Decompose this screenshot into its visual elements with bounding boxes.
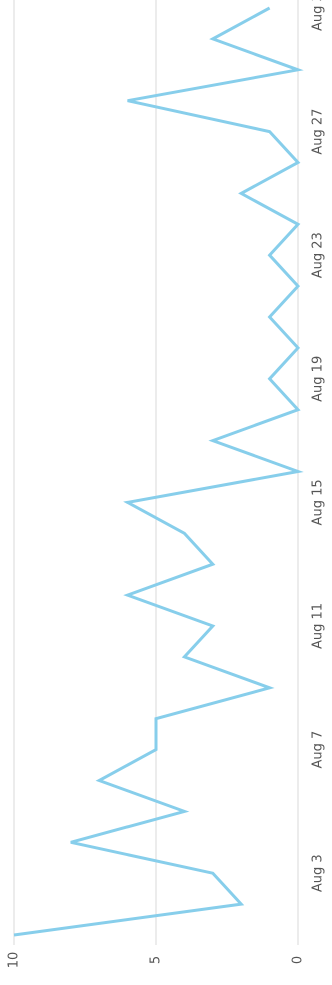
- x-tick-label: Aug 11: [311, 603, 326, 649]
- x-tick-label: Aug 27: [311, 109, 326, 155]
- x-tick-label: Aug 15: [311, 479, 326, 525]
- x-tick-label: Aug 31: [311, 0, 326, 31]
- line: [13, 6, 304, 937]
- y-tick-label: 0: [291, 956, 306, 964]
- y-tick-label: 5: [149, 956, 164, 964]
- x-tick-label: Aug 3: [311, 854, 326, 892]
- x-tick-label: Aug 19: [311, 356, 326, 402]
- x-tick-label: Aug 7: [311, 731, 326, 769]
- rotated-plot: 0 5 10 Aug 3 Aug 7 Aug 11 Aug 15 Aug 19 Aug 23 Au…: [7, 0, 326, 968]
- y-tick-label: 10: [7, 952, 22, 969]
- x-tick-label: Aug 23: [311, 232, 326, 278]
